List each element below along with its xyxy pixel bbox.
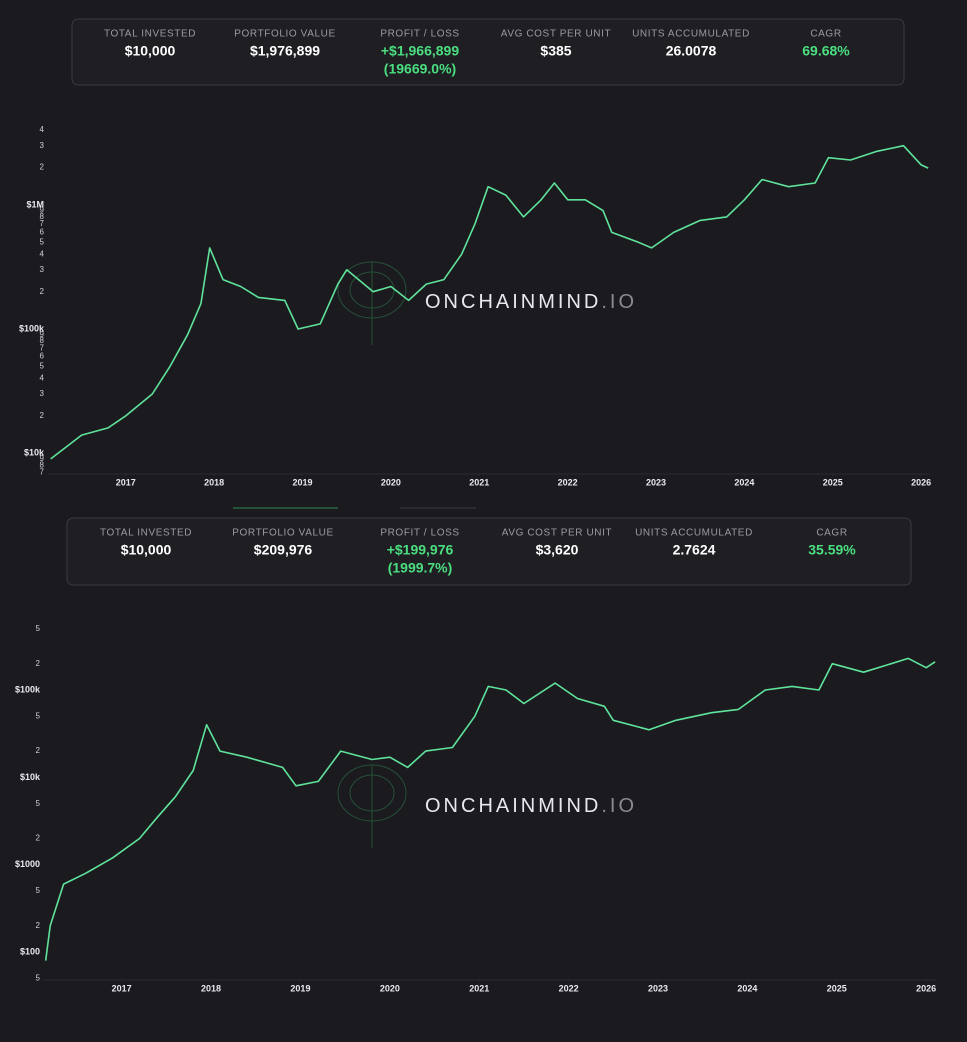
x-tick-label: 2021	[469, 983, 489, 993]
y-tick-label: 2	[40, 411, 45, 420]
y-tick-label: 9	[40, 330, 45, 339]
x-tick-label: 2026	[911, 477, 931, 487]
stat-subvalue: (19669.0%)	[384, 61, 456, 77]
stat-label: CAGR	[816, 528, 847, 539]
stat-label: PORTFOLIO VALUE	[234, 29, 335, 40]
y-tick-label: 2	[36, 659, 41, 668]
x-tick-label: 2018	[201, 983, 221, 993]
y-tick-label: $100	[20, 947, 40, 957]
stat-value: +$1,966,899	[381, 43, 459, 59]
stat-label: TOTAL INVESTED	[104, 29, 196, 40]
y-tick-label: 2	[36, 921, 41, 930]
stats-panel	[71, 18, 905, 86]
y-tick-label: 5	[36, 886, 41, 895]
stat-label: UNITS ACCUMULATED	[635, 528, 753, 539]
y-tick-label: 7	[40, 343, 45, 352]
stat-value: $385	[540, 43, 571, 59]
x-tick-label: 2025	[823, 477, 843, 487]
y-tick-label: 4	[40, 249, 45, 258]
x-tick-label: 2019	[290, 983, 310, 993]
y-tick-label: 8	[40, 336, 45, 345]
y-tick-label: 3	[40, 265, 45, 274]
stat-value: $3,620	[536, 542, 579, 558]
stat-value: $10,000	[121, 542, 172, 558]
x-tick-label: 2019	[293, 477, 313, 487]
brain-icon	[337, 261, 407, 848]
y-tick-label: 8	[40, 460, 45, 469]
stat-label: PROFIT / LOSS	[380, 528, 459, 539]
y-tick-label: 7	[40, 219, 45, 228]
stat-label: UNITS ACCUMULATED	[632, 29, 750, 40]
x-tick-label: 2017	[112, 983, 132, 993]
y-tick-label: 5	[40, 237, 45, 246]
y-tick-label: 2	[36, 834, 41, 843]
y-tick-label: $1000	[15, 859, 40, 869]
y-tick-label: $100k	[15, 684, 41, 694]
y-tick-label: 2	[40, 287, 45, 296]
y-tick-label: 5	[36, 711, 41, 720]
x-tick-label: 2017	[116, 477, 136, 487]
stat-value: 2.7624	[673, 542, 716, 558]
y-tick-label: 9	[40, 206, 45, 215]
watermark: ONCHAINMIND.IO	[425, 291, 637, 313]
y-tick-label: 7	[40, 468, 45, 477]
x-tick-label: 2026	[916, 983, 936, 993]
y-tick-label: 4	[40, 125, 45, 134]
price-line	[50, 144, 929, 460]
y-tick-label: 4	[40, 374, 45, 383]
stat-label: AVG COST PER UNIT	[501, 29, 611, 40]
y-tick-label: $10k	[24, 448, 45, 458]
x-tick-label: 2018	[204, 477, 224, 487]
x-tick-label: 2022	[558, 477, 578, 487]
y-tick-label: 3	[40, 141, 45, 150]
stat-value: $209,976	[254, 542, 313, 558]
x-tick-label: 2023	[648, 983, 668, 993]
stat-value: 69.68%	[802, 43, 850, 59]
stat-value: 26.0078	[666, 43, 717, 59]
stat-value: $1,976,899	[250, 43, 320, 59]
y-tick-label: $10k	[20, 772, 41, 782]
stat-label: CAGR	[810, 29, 841, 40]
stat-value: $10,000	[125, 43, 176, 59]
y-tick-label: $1M	[26, 199, 44, 209]
stats-panel	[66, 517, 912, 586]
y-tick-label: 6	[40, 228, 45, 237]
x-tick-label: 2023	[646, 477, 666, 487]
y-tick-label: $100k	[19, 323, 45, 333]
x-tick-label: 2022	[559, 983, 579, 993]
y-tick-label: 8	[40, 212, 45, 221]
y-tick-label: 2	[36, 746, 41, 755]
x-tick-label: 2024	[734, 477, 754, 487]
stat-value: 35.59%	[808, 542, 856, 558]
stat-label: TOTAL INVESTED	[100, 528, 192, 539]
y-tick-label: 3	[40, 389, 45, 398]
y-tick-label: 2	[40, 163, 45, 172]
watermark: ONCHAINMIND.IO	[425, 795, 637, 817]
y-tick-label: 5	[36, 799, 41, 808]
stat-label: PROFIT / LOSS	[380, 29, 459, 40]
stat-label: AVG COST PER UNIT	[502, 528, 612, 539]
stat-subvalue: (1999.7%)	[388, 560, 453, 576]
y-tick-label: 5	[40, 362, 45, 371]
price-line	[44, 657, 936, 961]
y-tick-label: 5	[36, 974, 41, 983]
stat-value: +$199,976	[387, 542, 454, 558]
y-tick-label: 5	[36, 624, 41, 633]
stat-label: PORTFOLIO VALUE	[232, 528, 333, 539]
x-tick-label: 2021	[469, 477, 489, 487]
x-tick-label: 2020	[380, 983, 400, 993]
x-tick-label: 2020	[381, 477, 401, 487]
y-tick-label: 9	[40, 454, 45, 463]
x-tick-label: 2024	[737, 983, 757, 993]
x-tick-label: 2025	[827, 983, 847, 993]
y-tick-label: 6	[40, 352, 45, 361]
